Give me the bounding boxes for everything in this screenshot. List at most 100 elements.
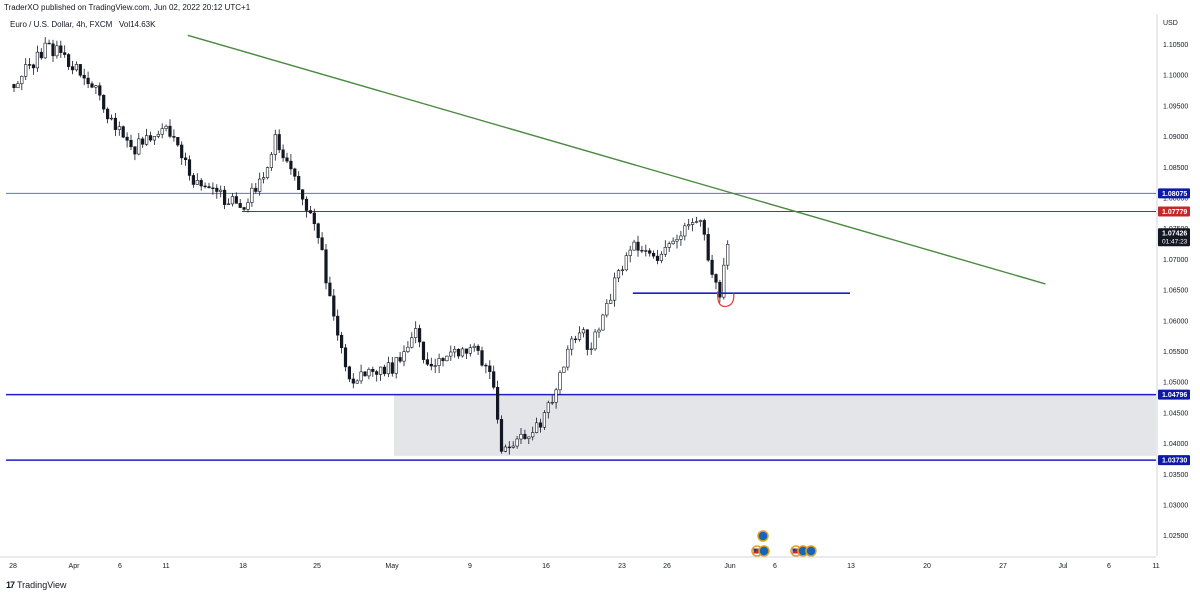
candle — [417, 324, 422, 348]
candle-body — [55, 45, 59, 57]
candle-body — [219, 189, 223, 192]
candle — [226, 198, 231, 205]
candle — [492, 365, 496, 390]
candle — [106, 107, 110, 124]
candle-body — [605, 303, 609, 316]
time-tick-label: 27 — [999, 563, 1007, 570]
candle-body — [187, 159, 192, 176]
candle-body — [12, 84, 16, 89]
candle-body — [258, 178, 262, 192]
candle — [433, 358, 437, 374]
candle — [63, 45, 67, 58]
candle-body — [20, 75, 24, 85]
price-badge-label: 1.07779 — [1162, 209, 1187, 216]
candle — [82, 68, 86, 86]
candle-body — [269, 154, 274, 168]
candle-body — [476, 345, 480, 351]
candle-body — [293, 168, 297, 177]
candle-body — [63, 52, 67, 55]
candle-body — [106, 108, 110, 120]
candle — [12, 83, 16, 92]
candle — [550, 395, 554, 405]
candle-body — [655, 255, 660, 261]
candle — [277, 129, 281, 154]
time-tick-label: 9 — [468, 563, 472, 570]
candle — [300, 189, 305, 206]
candle — [726, 240, 730, 270]
candle — [316, 222, 320, 244]
price-tick-label: 1.06000 — [1163, 318, 1188, 325]
candle-body — [145, 135, 149, 145]
candle-body — [589, 348, 593, 351]
brand[interactable]: 17 TradingView — [6, 580, 67, 590]
candle — [355, 379, 359, 384]
candle — [449, 345, 453, 361]
economic-event-icon — [758, 545, 770, 557]
candle-body — [601, 314, 605, 331]
candle-body — [636, 241, 640, 251]
candle — [265, 166, 270, 180]
time-tick-label: 18 — [239, 563, 247, 570]
candle — [24, 58, 28, 80]
price-tick-label: 1.03500 — [1163, 472, 1188, 479]
candle-body — [242, 207, 246, 210]
candle — [359, 364, 363, 384]
candle-body — [433, 365, 437, 367]
candle — [519, 428, 523, 445]
candle — [546, 400, 550, 419]
candle-body — [226, 203, 231, 205]
candle-body — [694, 221, 699, 223]
candle-body — [289, 160, 293, 170]
candle — [184, 152, 188, 166]
candle-body — [464, 348, 469, 354]
candle — [285, 152, 289, 164]
candle-body — [675, 239, 679, 242]
candle — [648, 248, 652, 257]
candle-body — [581, 329, 585, 334]
candle-body — [16, 83, 20, 89]
candle-body — [710, 259, 714, 275]
candle-body — [429, 363, 433, 367]
candle — [690, 218, 695, 232]
candle — [609, 293, 613, 304]
candle-body — [558, 372, 562, 391]
time-tick-label: 16 — [542, 563, 550, 570]
candle-body — [702, 220, 706, 235]
candle — [523, 429, 527, 440]
candle-body — [456, 348, 461, 357]
candle-body — [168, 125, 172, 137]
candle-body — [718, 281, 722, 298]
price-tick-label: 1.10000 — [1163, 73, 1188, 80]
candle — [269, 151, 274, 171]
candle — [402, 345, 406, 367]
candle — [511, 441, 515, 449]
candle — [644, 244, 648, 257]
candle-body — [67, 54, 71, 67]
candle-body — [410, 337, 414, 348]
candle — [640, 245, 644, 254]
candle — [113, 113, 117, 137]
candle-body — [714, 274, 718, 283]
candle-body — [484, 364, 488, 367]
candle-body — [82, 74, 86, 79]
price-badge-1.07779: 1.07779 — [1158, 206, 1190, 217]
candle-body — [347, 366, 352, 380]
candle — [710, 254, 714, 278]
current-price-label: 1.07426 — [1162, 231, 1187, 238]
time-tick-label: 11 — [1152, 563, 1159, 570]
candle-body — [683, 225, 687, 237]
candle — [570, 336, 574, 356]
candle — [558, 370, 562, 395]
candle-body — [164, 125, 168, 129]
candle-body — [616, 270, 621, 279]
candle — [702, 218, 706, 241]
candle — [172, 129, 176, 142]
candle — [375, 369, 379, 382]
candle — [281, 144, 285, 162]
downtrend-line — [187, 34, 1046, 285]
candle — [515, 436, 519, 449]
candle-body — [90, 83, 94, 88]
